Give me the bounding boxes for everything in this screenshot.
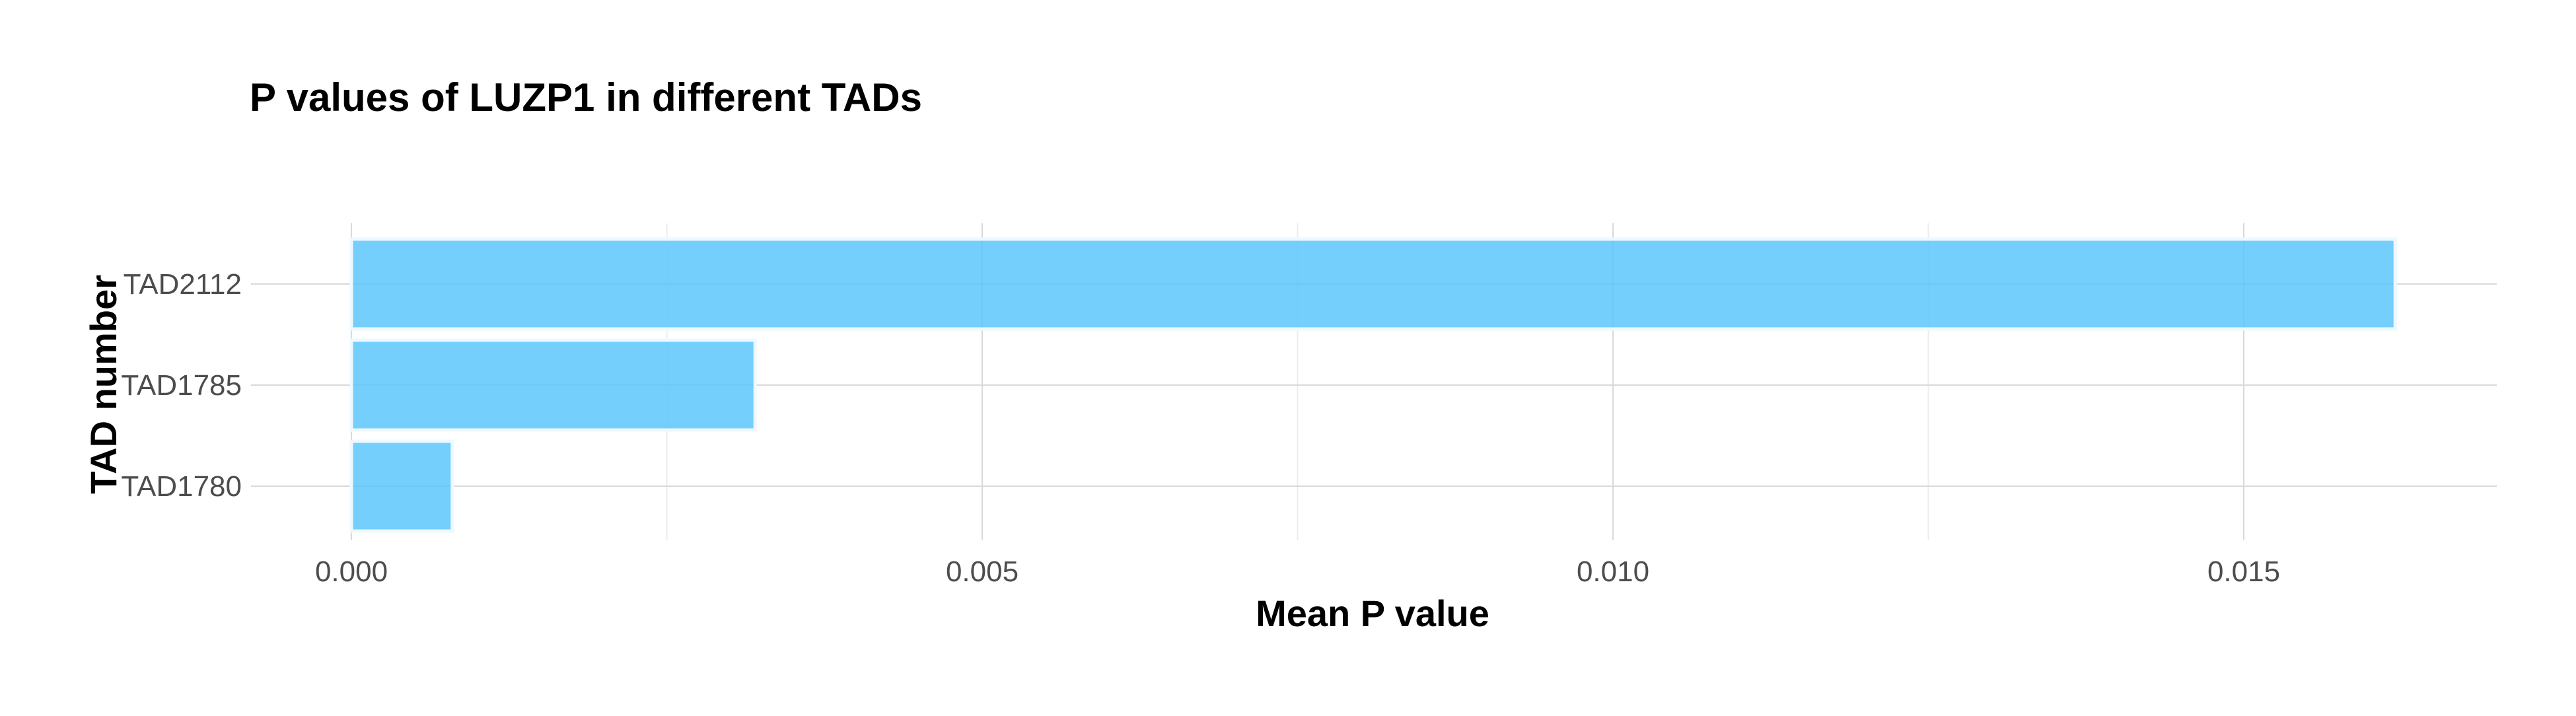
bar-tad1780 xyxy=(349,439,454,533)
chart-title: P values of LUZP1 in different TADs xyxy=(250,75,922,120)
y-tick-label: TAD2112 xyxy=(124,268,242,301)
y-tick-label: TAD1785 xyxy=(121,369,242,402)
bar-tad1785 xyxy=(349,338,757,432)
y-tick-label: TAD1780 xyxy=(121,470,242,503)
x-tick-labels: 0.000 0.005 0.010 0.015 xyxy=(315,555,2280,588)
x-tick-label: 0.010 xyxy=(1577,555,1649,588)
x-axis-title: Mean P value xyxy=(1256,592,1489,634)
x-tick-label: 0.015 xyxy=(2207,555,2280,588)
bar-layer xyxy=(349,237,2397,533)
x-tick-label: 0.000 xyxy=(315,555,388,588)
y-axis-title: TAD number xyxy=(83,275,124,494)
y-tick-labels: TAD2112 TAD1785 TAD1780 xyxy=(121,268,242,503)
bar-tad2112 xyxy=(349,237,2397,331)
x-tick-label: 0.005 xyxy=(946,555,1019,588)
